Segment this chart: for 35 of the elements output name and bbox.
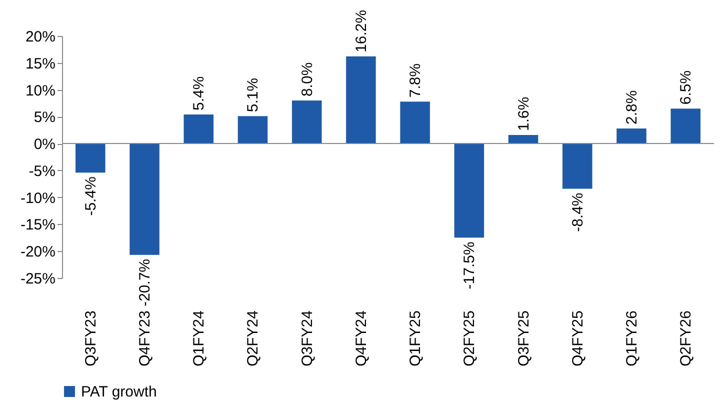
y-tick-label: 0% xyxy=(34,136,56,154)
x-tick-label: Q1FY26 xyxy=(623,310,640,366)
data-label: -8.4% xyxy=(569,192,586,232)
x-tick-label: Q2FY24 xyxy=(244,310,262,366)
data-label: 7.8% xyxy=(407,63,424,98)
y-tick-label: -10% xyxy=(20,190,56,207)
x-tick-label: Q2FY26 xyxy=(678,310,695,366)
data-label: 1.6% xyxy=(515,96,532,131)
y-tick-label: -5% xyxy=(28,162,56,180)
x-tick-label: Q1FY24 xyxy=(190,310,208,366)
y-tick-label: -20% xyxy=(20,244,56,261)
data-label: 2.8% xyxy=(623,90,640,124)
x-tick-label: Q2FY25 xyxy=(461,310,478,366)
data-label: 8.0% xyxy=(298,62,316,97)
y-tick-label: -25% xyxy=(20,270,56,288)
data-label: -20.7% xyxy=(136,258,154,306)
x-tick-label: Q3FY24 xyxy=(298,310,316,366)
data-label: 6.5% xyxy=(678,70,695,105)
x-tick-label: Q4FY24 xyxy=(352,310,370,366)
legend-label: PAT growth xyxy=(81,384,157,400)
x-tick-label: Q3FY23 xyxy=(82,310,100,366)
y-tick-label: 10% xyxy=(25,82,56,100)
data-label: -5.4% xyxy=(82,176,100,216)
y-tick-label: -15% xyxy=(20,216,56,234)
data-label: 5.1% xyxy=(244,78,262,112)
x-tick-label: Q1FY25 xyxy=(407,310,424,366)
data-label: 16.2% xyxy=(352,10,370,52)
x-tick-label: Q3FY25 xyxy=(515,310,532,366)
data-label: 5.4% xyxy=(190,76,208,111)
y-tick-label: 5% xyxy=(34,109,56,126)
data-label: -17.5% xyxy=(461,242,478,290)
x-tick-label: Q4FY25 xyxy=(569,310,586,366)
x-tick-label: Q4FY23 xyxy=(136,310,154,366)
y-tick-label: 15% xyxy=(25,55,56,72)
y-tick-label: 20% xyxy=(25,28,56,46)
